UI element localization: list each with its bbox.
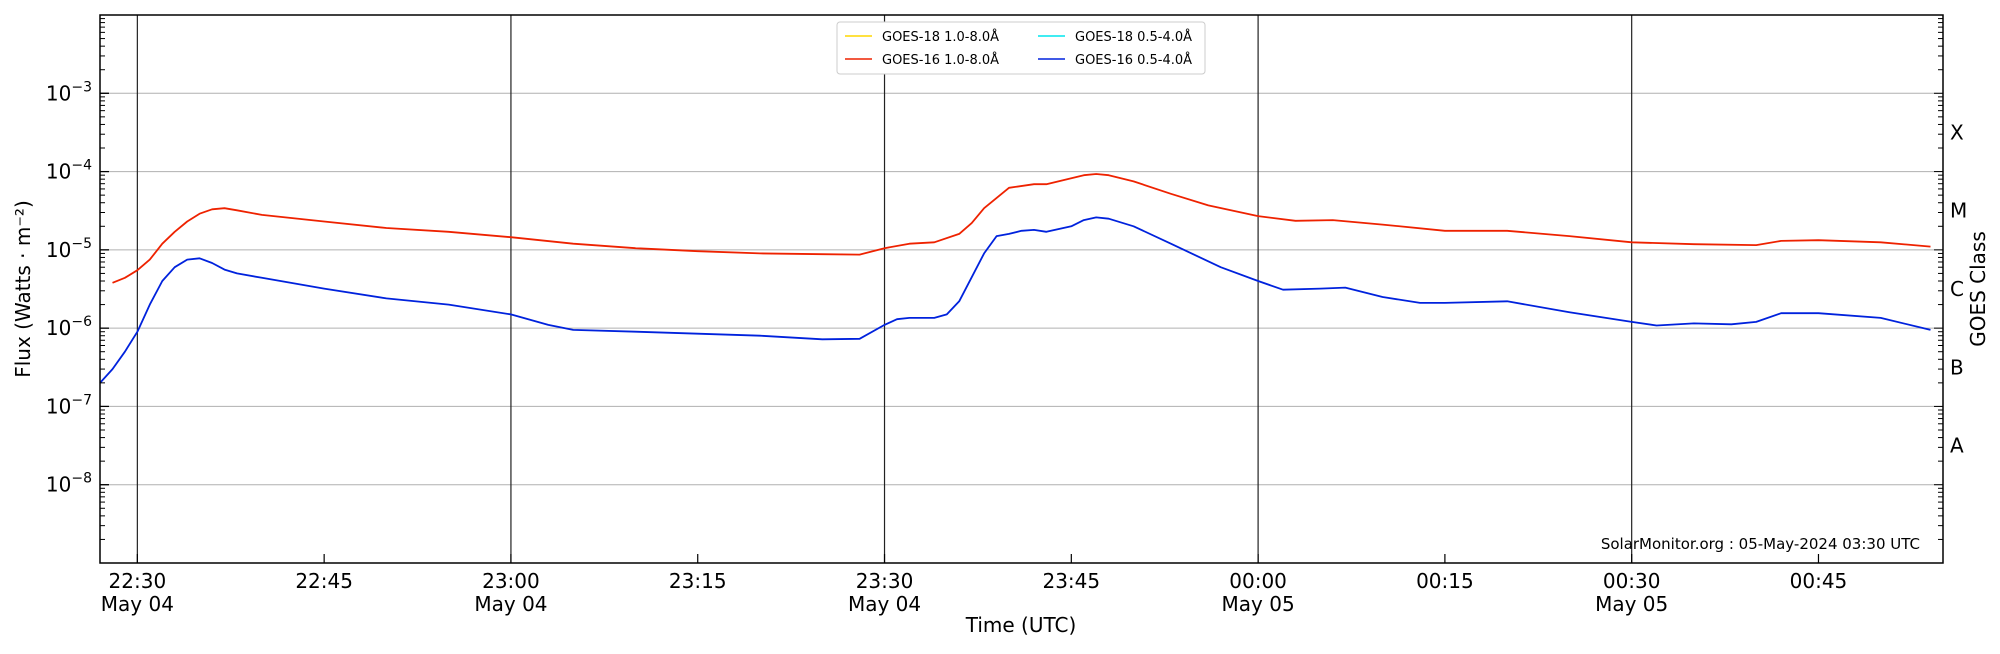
x-tick-label: 00:15 (1416, 569, 1474, 593)
legend: GOES-18 1.0-8.0Å GOES-18 0.5-4.0Å GOES-16 … (836, 21, 1206, 75)
goes-class-label: B (1950, 355, 1964, 379)
goes-class-label: M (1950, 199, 1967, 223)
series-line (99, 216, 1931, 384)
series-line (112, 173, 1931, 284)
legend-box (836, 21, 1206, 75)
legend-label: GOES-16 1.0-8.0Å (882, 52, 999, 68)
y-tick-label: 10−3 (46, 79, 92, 105)
goes-class-label: A (1950, 434, 1964, 458)
x-tick-label: 23:15 (669, 569, 727, 593)
x-tick-date-label: May 04 (101, 592, 174, 616)
x-tick-date-label: May 05 (1595, 592, 1668, 616)
y-tick-label: 10−8 (46, 471, 92, 497)
x-tick-label: 23:00 (482, 569, 540, 593)
x-tick-date-label: May 04 (474, 592, 547, 616)
series-layer (99, 173, 1931, 384)
x-tick-label: 00:00 (1229, 569, 1287, 593)
legend-label: GOES-16 0.5-4.0Å (1075, 52, 1192, 68)
x-axis-title: Time (UTC) (965, 613, 1077, 637)
x-tick-label: 00:45 (1790, 569, 1848, 593)
x-tick-label: 23:45 (1042, 569, 1100, 593)
x-tick-label: 23:30 (856, 569, 914, 593)
y-tick-layer: 10−8 10−7 10−6 10−5 10−4 10−3 (46, 18, 1943, 540)
y-tick-label: 10−7 (46, 392, 92, 418)
goes-class-layer: A B C M X (1950, 120, 1967, 457)
right-axis-title: GOES Class (1966, 231, 1990, 347)
vertical-line-layer (136, 15, 1633, 563)
y-tick-label: 10−5 (46, 236, 92, 262)
goes-class-label: X (1950, 120, 1964, 144)
x-tick-date-label: May 04 (848, 592, 921, 616)
x-tick-label: 22:45 (295, 569, 353, 593)
y-tick-label: 10−4 (46, 158, 92, 184)
legend-label: GOES-18 0.5-4.0Å (1075, 29, 1192, 45)
credit-text: SolarMonitor.org : 05-May-2024 03:30 UTC (1601, 535, 1920, 553)
legend-label: GOES-18 1.0-8.0Å (882, 29, 999, 45)
grid-layer (100, 92, 1943, 486)
plot-frame (99, 14, 1944, 564)
y-tick-label: 10−6 (46, 314, 92, 340)
goes-class-label: C (1950, 277, 1964, 301)
legend-items: GOES-18 1.0-8.0Å GOES-18 0.5-4.0Å GOES-16 … (845, 29, 1192, 68)
x-tick-label: 00:30 (1603, 569, 1661, 593)
x-tick-date-label: May 05 (1222, 592, 1295, 616)
x-tick-label: 22:30 (109, 569, 167, 593)
y-axis-title: Flux (Watts · m⁻²) (11, 200, 35, 378)
